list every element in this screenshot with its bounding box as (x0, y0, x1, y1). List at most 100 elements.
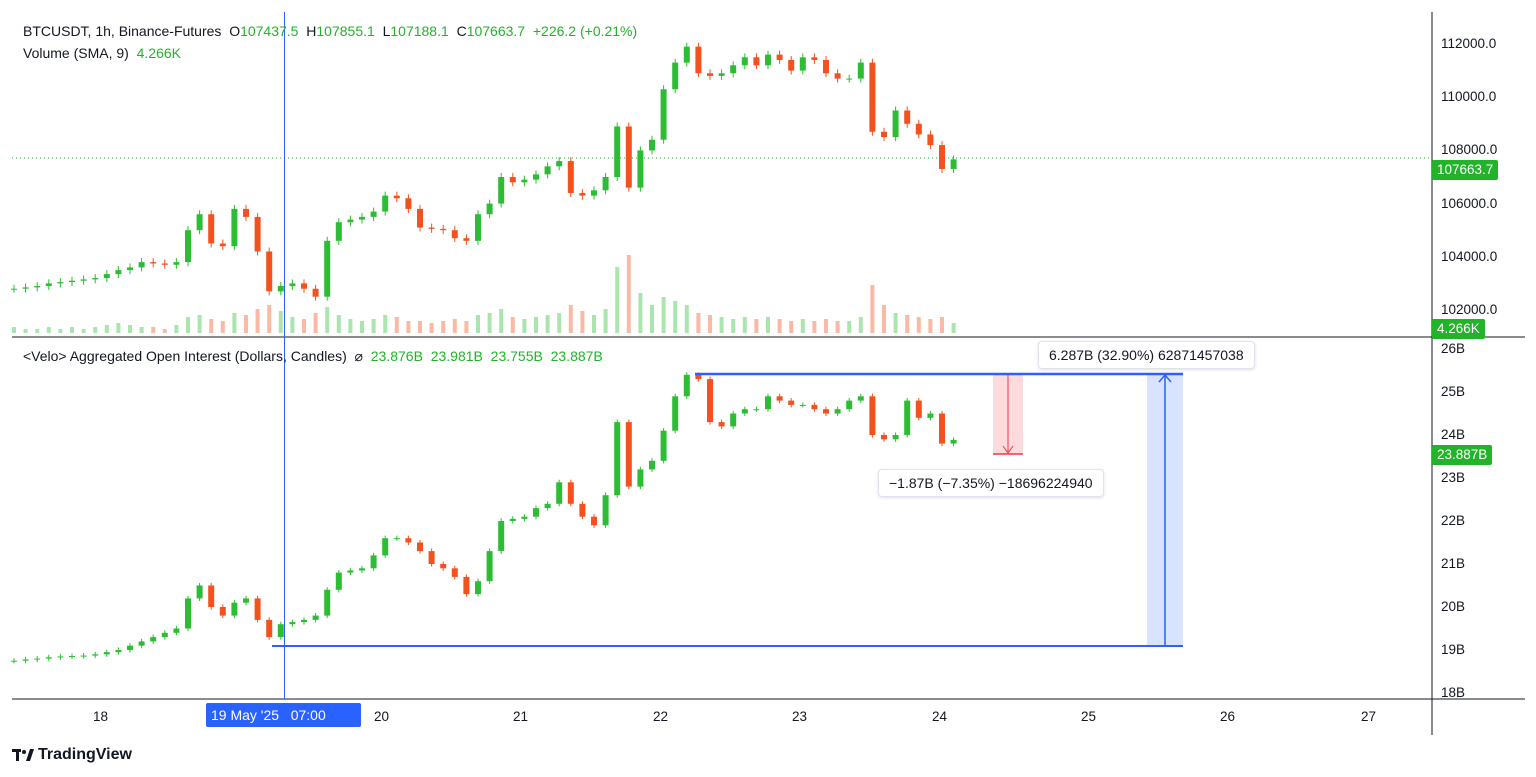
candle[interactable] (498, 177, 505, 204)
candle[interactable] (591, 516, 597, 526)
candle[interactable] (115, 650, 122, 653)
candle[interactable] (672, 62, 679, 90)
candle[interactable] (11, 288, 17, 290)
candle[interactable] (672, 396, 679, 431)
candle[interactable] (498, 521, 505, 552)
candle[interactable] (869, 62, 876, 132)
candle[interactable] (382, 195, 389, 212)
candle[interactable] (915, 123, 922, 135)
candle[interactable] (463, 238, 470, 241)
candle[interactable] (846, 78, 853, 80)
candle[interactable] (80, 655, 87, 657)
candle[interactable] (359, 568, 365, 571)
candle[interactable] (892, 110, 899, 138)
candle[interactable] (312, 288, 319, 297)
candle[interactable] (765, 396, 771, 410)
candle[interactable] (509, 177, 516, 183)
candle[interactable] (173, 262, 180, 265)
candle[interactable] (196, 214, 203, 231)
candle[interactable] (939, 145, 945, 170)
candle[interactable] (301, 619, 307, 623)
candle[interactable] (45, 657, 52, 659)
candle[interactable] (463, 576, 470, 595)
candle[interactable] (730, 65, 737, 74)
candle[interactable] (57, 282, 64, 284)
candle[interactable] (869, 396, 876, 435)
candle[interactable] (34, 658, 41, 660)
candle[interactable] (881, 131, 887, 138)
candle[interactable] (892, 435, 899, 440)
candle[interactable] (579, 192, 586, 196)
candle[interactable] (405, 198, 412, 209)
candle[interactable] (417, 542, 423, 552)
candle[interactable] (22, 287, 29, 289)
candle[interactable] (266, 251, 273, 292)
candle[interactable] (614, 126, 621, 177)
candle[interactable] (857, 62, 864, 79)
candle[interactable] (521, 516, 528, 519)
tradingview-logo[interactable]: TradingView (12, 746, 132, 764)
candle[interactable] (707, 379, 713, 423)
candle[interactable] (254, 598, 261, 620)
candle[interactable] (150, 262, 157, 264)
candle[interactable] (103, 274, 110, 279)
candle[interactable] (324, 240, 331, 297)
candle[interactable] (556, 161, 563, 167)
candle[interactable] (637, 469, 644, 487)
candle[interactable] (92, 278, 99, 280)
candle[interactable] (451, 230, 458, 239)
candle[interactable] (405, 538, 412, 543)
candle[interactable] (208, 214, 215, 244)
candle[interactable] (950, 159, 957, 170)
candle[interactable] (150, 637, 157, 642)
candle[interactable] (834, 409, 841, 414)
candle[interactable] (799, 404, 806, 406)
candle[interactable] (115, 270, 122, 275)
candle[interactable] (370, 211, 377, 217)
hidden-icon[interactable]: ⌀ (354, 348, 363, 364)
candle[interactable] (312, 615, 319, 620)
candle[interactable] (359, 216, 365, 220)
candle[interactable] (846, 400, 853, 410)
candle[interactable] (161, 632, 168, 638)
candle[interactable] (881, 435, 887, 440)
candle[interactable] (231, 602, 238, 616)
candle[interactable] (927, 413, 934, 418)
candle[interactable] (486, 551, 493, 582)
candle[interactable] (567, 161, 574, 193)
candle[interactable] (811, 57, 818, 60)
candle[interactable] (695, 46, 702, 74)
candle[interactable] (289, 283, 296, 287)
candle[interactable] (185, 230, 191, 263)
candle[interactable] (335, 222, 342, 241)
measure-down-tool[interactable] (993, 374, 1023, 455)
candle[interactable] (475, 214, 481, 241)
candle[interactable] (741, 57, 748, 66)
candle[interactable] (950, 439, 957, 444)
candle[interactable] (765, 54, 771, 66)
candle[interactable] (521, 179, 528, 183)
candle[interactable] (22, 659, 29, 661)
candle[interactable] (649, 139, 655, 151)
candle[interactable] (254, 216, 261, 252)
candle[interactable] (811, 404, 818, 410)
oi-title[interactable]: <Velo> Aggregated Open Interest (Dollars… (23, 348, 347, 364)
candle[interactable] (915, 400, 922, 418)
candle[interactable] (440, 564, 447, 569)
candle[interactable] (370, 555, 377, 569)
candle[interactable] (45, 283, 52, 287)
measure-up-tool[interactable] (1147, 373, 1183, 646)
candle[interactable] (289, 622, 296, 625)
candle[interactable] (533, 174, 539, 180)
candle[interactable] (219, 243, 226, 247)
candle[interactable] (393, 538, 400, 540)
candle[interactable] (69, 280, 75, 283)
candle[interactable] (544, 166, 551, 175)
candle[interactable] (103, 652, 110, 655)
candle[interactable] (695, 374, 702, 380)
candle[interactable] (92, 654, 99, 656)
candle[interactable] (69, 656, 75, 658)
candle[interactable] (208, 585, 215, 608)
candle[interactable] (602, 495, 609, 526)
